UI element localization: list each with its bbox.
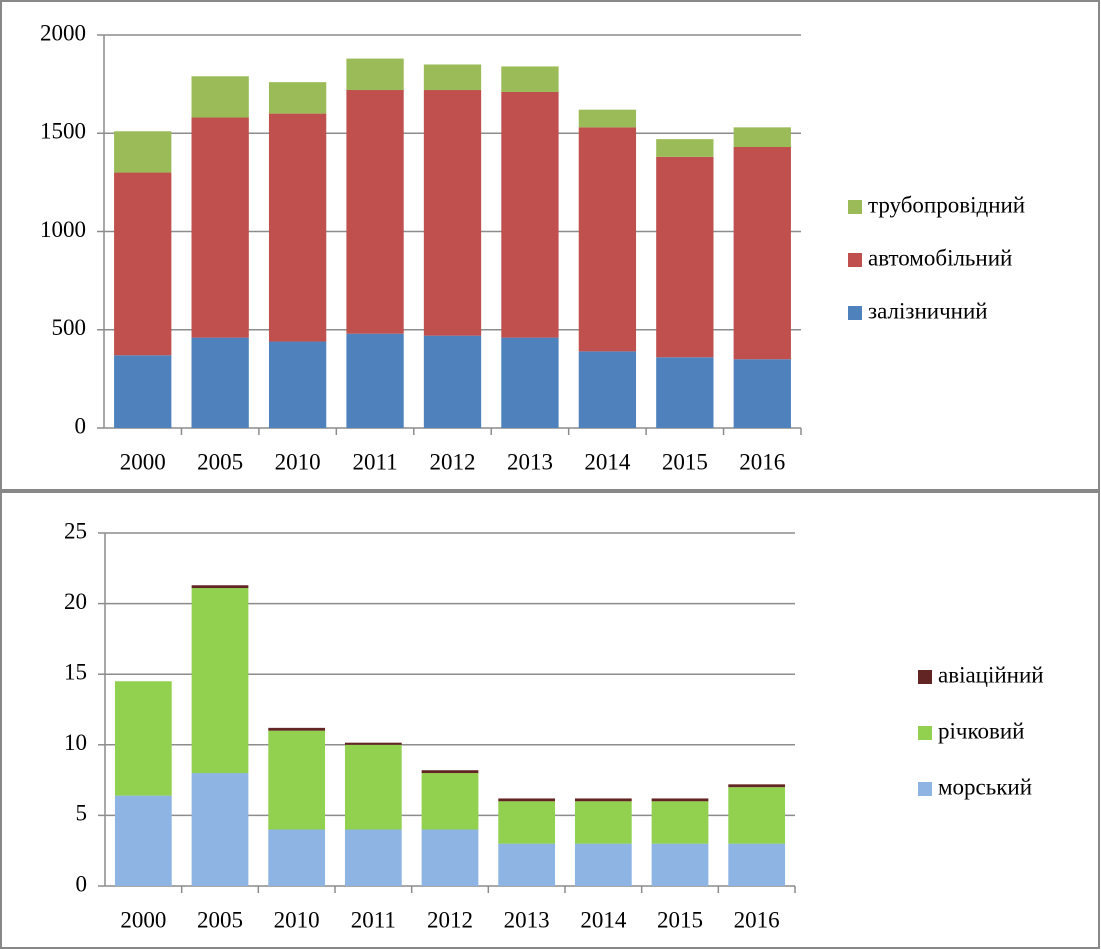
x-tick-label: 2010: [275, 449, 321, 474]
x-tick-label: 2015: [662, 449, 708, 474]
bar-segment: [728, 784, 786, 788]
bar-segment: [114, 172, 172, 356]
y-tick-label: 15: [64, 659, 87, 684]
bar-segment: [191, 773, 249, 886]
bar-segment: [423, 90, 482, 336]
bar-segment: [501, 66, 559, 92]
x-tick-label: 2010: [274, 907, 320, 932]
bar-segment: [733, 359, 791, 428]
y-tick-label: 1000: [40, 217, 86, 242]
bar-segment: [501, 337, 559, 428]
bar-segment: [268, 82, 327, 114]
x-tick-label: 2016: [734, 907, 780, 932]
panel: [0, 491, 1100, 949]
bar-segment: [346, 333, 404, 428]
bar-segment: [733, 127, 791, 148]
bar-segment: [344, 744, 402, 830]
bar-segment: [191, 76, 249, 118]
y-tick-label: 1500: [40, 119, 86, 144]
bar-segment: [651, 801, 709, 844]
x-tick-label: 2011: [352, 449, 397, 474]
x-tick-label: 2014: [584, 449, 631, 474]
bar-segment: [421, 770, 479, 774]
bar-segment: [268, 730, 326, 830]
x-tick-label: 2013: [504, 907, 550, 932]
legend-swatch: [848, 306, 862, 320]
bar-segment: [574, 798, 632, 802]
bar-segment: [191, 337, 249, 428]
bar-segment: [423, 335, 482, 428]
x-tick-label: 2000: [120, 907, 166, 932]
legend-swatch: [918, 726, 932, 740]
bar-segment: [656, 357, 714, 428]
bar-segment: [114, 131, 172, 173]
legend-label: трубопровідний: [868, 192, 1025, 217]
bar-segment: [344, 742, 402, 745]
bar-segment: [733, 147, 791, 360]
y-tick-label: 10: [64, 730, 87, 755]
bar-segment: [501, 91, 559, 338]
bar-segment: [268, 113, 327, 342]
bar-segment: [651, 798, 709, 802]
y-tick-label: 0: [75, 413, 87, 438]
bar-segment: [728, 787, 786, 844]
bar-segment: [344, 829, 402, 886]
legend-label: автомобільний: [868, 245, 1012, 270]
bar-segment: [423, 64, 482, 91]
x-tick-label: 2014: [580, 907, 627, 932]
x-tick-label: 2016: [739, 449, 785, 474]
bar-segment: [574, 801, 632, 844]
bar-segment: [578, 109, 637, 128]
bar-segment: [578, 127, 637, 352]
legend-swatch: [918, 670, 932, 684]
legend-label: авіаційний: [938, 662, 1044, 687]
y-tick-label: 500: [52, 315, 87, 340]
bar-segment: [191, 585, 249, 589]
bar-segment: [656, 139, 714, 157]
bar-segment: [114, 795, 172, 886]
x-tick-label: 2000: [120, 449, 166, 474]
legend-swatch: [848, 253, 862, 267]
bar-segment: [421, 829, 479, 886]
legend-label: залізничний: [868, 298, 988, 323]
legend-swatch: [918, 782, 932, 796]
bar-segment: [651, 843, 709, 886]
x-tick-label: 2012: [430, 449, 476, 474]
x-tick-label: 2011: [351, 907, 396, 932]
bar-segment: [656, 156, 714, 358]
x-tick-label: 2012: [427, 907, 473, 932]
bar-segment: [114, 681, 172, 796]
bar-segment: [268, 727, 326, 731]
x-tick-label: 2013: [507, 449, 553, 474]
x-tick-label: 2005: [197, 449, 243, 474]
bar-segment: [114, 355, 172, 428]
bar-segment: [728, 843, 786, 886]
legend-swatch: [848, 200, 862, 214]
bar-segment: [191, 117, 249, 338]
bar-segment: [191, 588, 249, 774]
bar-segment: [268, 341, 327, 428]
y-tick-label: 25: [64, 518, 87, 543]
y-tick-label: 5: [76, 801, 88, 826]
legend-label: морський: [938, 774, 1032, 799]
panel: [0, 0, 1100, 491]
x-tick-label: 2015: [657, 907, 703, 932]
y-tick-label: 20: [64, 589, 87, 614]
bar-segment: [346, 90, 404, 334]
bar-segment: [574, 843, 632, 886]
bar-segment: [498, 798, 556, 802]
bar-segment: [346, 58, 404, 91]
x-tick-label: 2005: [197, 907, 243, 932]
y-tick-label: 2000: [40, 20, 86, 45]
bar-segment: [268, 829, 326, 886]
bar-segment: [498, 843, 556, 886]
bar-segment: [578, 351, 637, 428]
bar-segment: [498, 801, 556, 844]
bar-segment: [421, 773, 479, 830]
y-tick-label: 0: [76, 871, 88, 896]
legend-label: річковий: [938, 718, 1024, 743]
